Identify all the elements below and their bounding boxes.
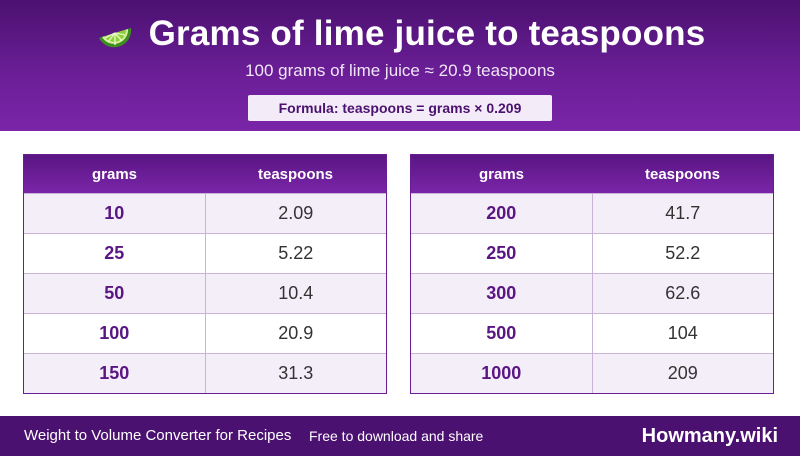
table-row: 1000 209 — [411, 353, 773, 393]
grams-cell: 200 — [411, 194, 593, 233]
header-banner: Grams of lime juice to teaspoons 100 gra… — [0, 0, 800, 131]
teaspoons-cell: 2.09 — [278, 203, 314, 223]
conversion-table-left: grams teaspoons 10 2.09 25 5.22 50 10.4 … — [23, 154, 387, 394]
footer-tagline: Free to download and share — [309, 428, 484, 444]
grams-column-header: grams — [91, 165, 138, 183]
teaspoons-cell: 52.2 — [665, 243, 701, 263]
grams-cell: 100 — [24, 314, 206, 353]
page-title: Grams of lime juice to teaspoons — [148, 14, 706, 53]
table-row: 250 52.2 — [411, 233, 773, 273]
table-row: 500 104 — [411, 313, 773, 353]
teaspoons-column-header: teaspoons — [257, 165, 333, 183]
grams-cell: 1000 — [411, 354, 593, 393]
table-row: 10 2.09 — [24, 193, 386, 233]
teaspoons-cell: 5.22 — [278, 243, 314, 263]
teaspoons-column-header: teaspoons — [644, 165, 720, 183]
grams-cell: 50 — [24, 274, 206, 313]
conversion-table-right: grams teaspoons 200 41.7 250 52.2 300 62… — [410, 154, 774, 394]
table-row: 150 31.3 — [24, 353, 386, 393]
teaspoons-cell: 41.7 — [665, 203, 701, 223]
footer-bar: Weight to Volume Converter for Recipes F… — [0, 416, 800, 456]
lime-slice-icon — [98, 28, 131, 48]
teaspoons-cell: 10.4 — [278, 283, 314, 303]
brand-link[interactable]: Howmany.wiki — [641, 425, 778, 447]
table-row: 25 5.22 — [24, 233, 386, 273]
grams-cell: 300 — [411, 274, 593, 313]
table-row: 300 62.6 — [411, 273, 773, 313]
teaspoons-cell: 20.9 — [278, 323, 314, 343]
formula-box: Formula: teaspoons = grams × 0.209 — [248, 95, 552, 121]
grams-cell: 150 — [24, 354, 206, 393]
title-row: Grams of lime juice to teaspoons — [0, 12, 800, 56]
grams-column-header: grams — [478, 165, 525, 183]
table-header: grams teaspoons — [411, 155, 773, 193]
table-row: 100 20.9 — [24, 313, 386, 353]
table-header: grams teaspoons — [24, 155, 386, 193]
teaspoons-cell: 104 — [667, 323, 698, 343]
grams-cell: 500 — [411, 314, 593, 353]
teaspoons-cell: 209 — [667, 363, 698, 383]
footer-app-name: Weight to Volume Converter for Recipes — [24, 427, 292, 444]
grams-cell: 10 — [24, 194, 206, 233]
table-row: 200 41.7 — [411, 193, 773, 233]
subtitle: 100 grams of lime juice ≈ 20.9 teaspoons — [245, 61, 555, 80]
grams-cell: 250 — [411, 234, 593, 273]
teaspoons-cell: 31.3 — [278, 363, 314, 383]
grams-cell: 25 — [24, 234, 206, 273]
table-row: 50 10.4 — [24, 273, 386, 313]
teaspoons-cell: 62.6 — [665, 283, 701, 303]
